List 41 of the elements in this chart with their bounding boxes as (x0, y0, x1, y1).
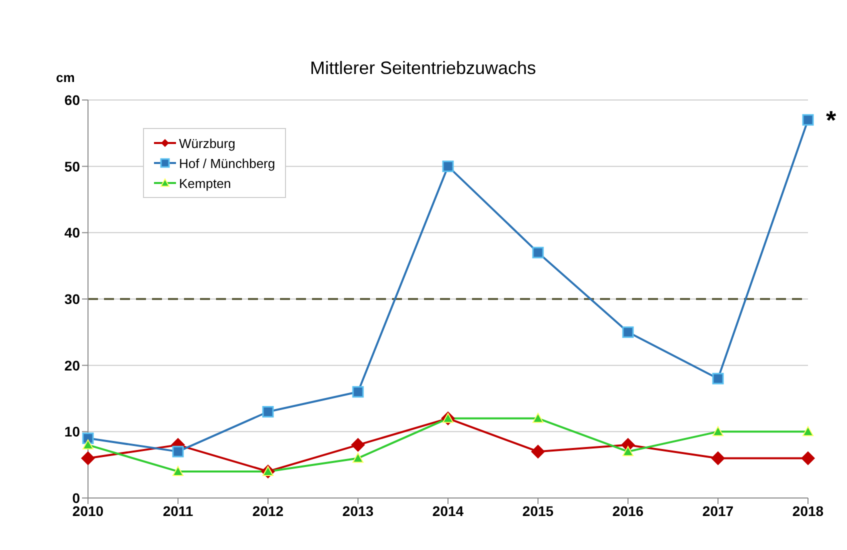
point (531, 444, 545, 459)
point (712, 426, 724, 436)
point (532, 246, 544, 258)
point (801, 451, 815, 466)
point (262, 466, 274, 476)
point (802, 114, 814, 126)
x-tick-label: 2014 (432, 502, 464, 519)
legend-label: Kempten (179, 176, 232, 190)
point (622, 326, 634, 338)
point (352, 386, 364, 398)
point (442, 160, 454, 172)
chart-title: Mittlerer Seitentriebzuwachs (310, 58, 536, 78)
point (352, 452, 364, 463)
x-tick-label: 2018 (792, 502, 824, 519)
point (81, 451, 95, 466)
point (802, 426, 814, 436)
annotation: * (826, 105, 837, 136)
point (262, 406, 274, 418)
legend-label: Würzburg (179, 136, 236, 150)
point (82, 439, 94, 450)
y-tick-label: 20 (64, 357, 80, 374)
y-tick-label: 30 (64, 290, 80, 307)
x-tick-label: 2012 (252, 502, 284, 519)
y-tick-label: 10 (64, 424, 80, 440)
x-tick-label: 2011 (162, 502, 194, 519)
y-axis-title: cm (56, 70, 75, 85)
point (712, 372, 724, 384)
point (711, 451, 725, 466)
y-tick-label: 50 (64, 158, 80, 174)
point (622, 446, 634, 456)
y-tick-label: 60 (64, 92, 80, 108)
point (532, 412, 544, 423)
y-tick-label: 40 (64, 224, 80, 241)
legend-label: Hof / Münchberg (179, 156, 276, 170)
x-tick-label: 2013 (342, 502, 374, 519)
x-tick-label: 2017 (702, 502, 734, 519)
point (351, 438, 365, 452)
x-tick-label: 2015 (522, 502, 554, 519)
x-tick-label: 2016 (612, 502, 644, 519)
point (172, 466, 184, 476)
point (172, 446, 184, 458)
